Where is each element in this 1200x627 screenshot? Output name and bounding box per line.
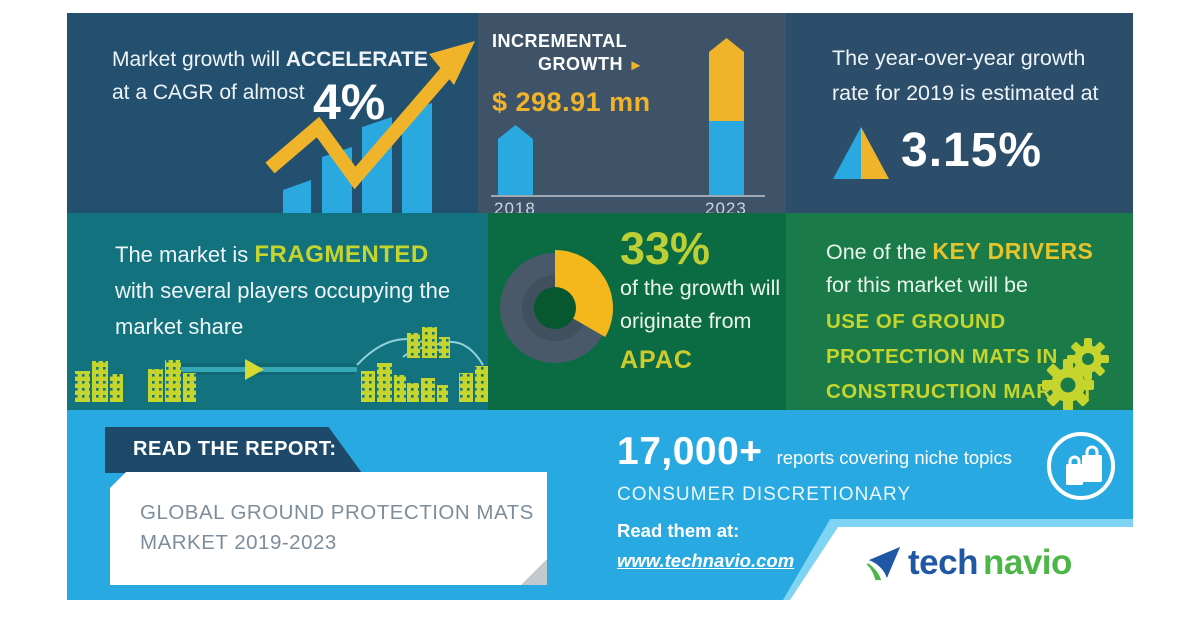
growth-arrowhead-icon xyxy=(429,41,475,85)
bar-2023-base-segment xyxy=(709,121,744,195)
apac-share-value: 33% xyxy=(620,223,711,274)
growth-arrow-chart xyxy=(265,41,475,213)
report-title-card[interactable]: GLOBAL GROUND PROTECTION MATS MARKET 201… xyxy=(110,472,547,585)
reports-count-row: 17,000+ reports covering niche topics xyxy=(617,430,1012,474)
content-stage: Market growth will ACCELERATE at a CAGR … xyxy=(67,13,1133,600)
market-growth-line1-prefix: Market growth will xyxy=(112,48,281,71)
panel-market-growth: Market growth will ACCELERATE at a CAGR … xyxy=(67,13,478,213)
cagr-value: 4% xyxy=(313,74,386,130)
logo-wedge xyxy=(790,527,1133,600)
yoy-text: The year-over-year growth rate for 2019 … xyxy=(832,41,1099,111)
panel-fragmented: The market is FRAGMENTED with several pl… xyxy=(67,213,490,410)
fragmented-line2: with several players occupying the xyxy=(115,278,451,303)
panel-footer: READ THE REPORT: GLOBAL GROUND PROTECTIO… xyxy=(67,410,1133,600)
reports-count-note: reports covering niche topics xyxy=(776,447,1013,468)
apac-region-label: APAC xyxy=(620,346,693,374)
fragmented-prefix: The market is xyxy=(115,242,249,267)
logo-text-navio: navio xyxy=(982,543,1072,582)
driver-name-line3: CONSTRUCTION MARKET xyxy=(826,380,1095,403)
market-growth-line2: at a CAGR of almost xyxy=(112,81,305,104)
technavio-logo[interactable]: tech navio xyxy=(865,543,1072,583)
apac-donut-chart xyxy=(500,250,613,363)
driver-name-line2: PROTECTION MATS IN xyxy=(826,345,1058,368)
report-title-line2: MARKET 2019-2023 xyxy=(140,531,337,554)
bar-chart-baseline xyxy=(491,195,765,197)
apac-line1: of the growth will xyxy=(620,276,781,300)
market-growth-accelerate: ACCELERATE xyxy=(285,48,428,71)
timeline-line xyxy=(172,367,357,372)
pointer-right-icon: ► xyxy=(628,57,644,74)
yoy-line1: The year-over-year growth xyxy=(832,46,1086,70)
driver-prefix: One of the xyxy=(826,240,927,264)
growth-arrow-line xyxy=(265,64,455,190)
panel-incremental-growth: INCREMENTAL GROWTH ► $ 298.91 mn 2018 20… xyxy=(478,13,786,218)
page-fold-corner xyxy=(521,559,547,585)
report-title-line1: GLOBAL GROUND PROTECTION MATS xyxy=(140,501,534,524)
link-arc xyxy=(430,340,484,366)
read-them-at-label: Read them at: xyxy=(617,520,740,541)
market-growth-text: Market growth will ACCELERATE at a CAGR … xyxy=(112,43,428,109)
growth-triangle-icon xyxy=(833,127,889,179)
buildings-cluster-left-1 xyxy=(75,361,123,402)
read-report-banner: READ THE REPORT: xyxy=(105,427,362,473)
report-title: GLOBAL GROUND PROTECTION MATS MARKET 201… xyxy=(140,498,534,558)
incremental-label: INCREMENTAL xyxy=(492,31,628,51)
gears-icon xyxy=(1042,338,1109,411)
bar-2023-incremental-segment xyxy=(709,38,744,121)
market-players-graphic xyxy=(75,327,490,402)
bar-2018 xyxy=(498,125,533,195)
buildings-cluster-far-right xyxy=(459,366,490,402)
shopping-bag-icon xyxy=(1047,432,1115,500)
buildings-cluster-right-1 xyxy=(361,363,406,402)
category-label: CONSUMER DISCRETIONARY xyxy=(617,484,912,505)
key-drivers-highlight: KEY DRIVERS xyxy=(932,238,1094,264)
apac-line2: originate from xyxy=(620,309,752,333)
panel-key-drivers: One of the KEY DRIVERS for this market w… xyxy=(786,213,1133,411)
buildings-cluster-left-2 xyxy=(148,360,196,402)
panel-yoy-growth: The year-over-year growth rate for 2019 … xyxy=(786,13,1133,213)
buildings-cluster-right-bottom xyxy=(407,378,448,402)
buildings-cluster-right-top xyxy=(407,327,450,358)
incremental-growth-value: $ 298.91 mn xyxy=(492,87,651,117)
driver-name-line1: USE OF GROUND xyxy=(826,310,1006,333)
yoy-line2: rate for 2019 is estimated at xyxy=(832,81,1099,105)
incremental-growth-title: INCREMENTAL GROWTH ► xyxy=(492,30,644,77)
trend-bar-4 xyxy=(402,103,432,213)
fragmented-line3: market share xyxy=(115,314,244,339)
yoy-value: 3.15% xyxy=(901,124,1043,177)
trend-bar-1 xyxy=(283,180,311,213)
reports-count: 17,000+ xyxy=(617,430,763,473)
technavio-url-link[interactable]: www.technavio.com xyxy=(617,550,795,571)
fragmented-text: The market is FRAGMENTED with several pl… xyxy=(115,237,450,345)
growth-label: GROWTH xyxy=(538,54,623,74)
technavio-logo-icon xyxy=(866,546,901,581)
gear-large xyxy=(1042,359,1094,411)
play-arrow-icon xyxy=(245,359,264,380)
fragmented-highlight: FRAGMENTED xyxy=(254,241,429,268)
driver-line2: for this market will be xyxy=(826,273,1028,297)
bar-2023 xyxy=(709,38,744,195)
donut-hole xyxy=(534,287,576,329)
panel-apac-share: 33% of the growth will originate from AP… xyxy=(488,213,786,410)
driver-line1: One of the KEY DRIVERS xyxy=(826,238,1093,265)
logo-text-tech: tech xyxy=(908,543,978,582)
read-report-label: READ THE REPORT: xyxy=(133,438,337,460)
